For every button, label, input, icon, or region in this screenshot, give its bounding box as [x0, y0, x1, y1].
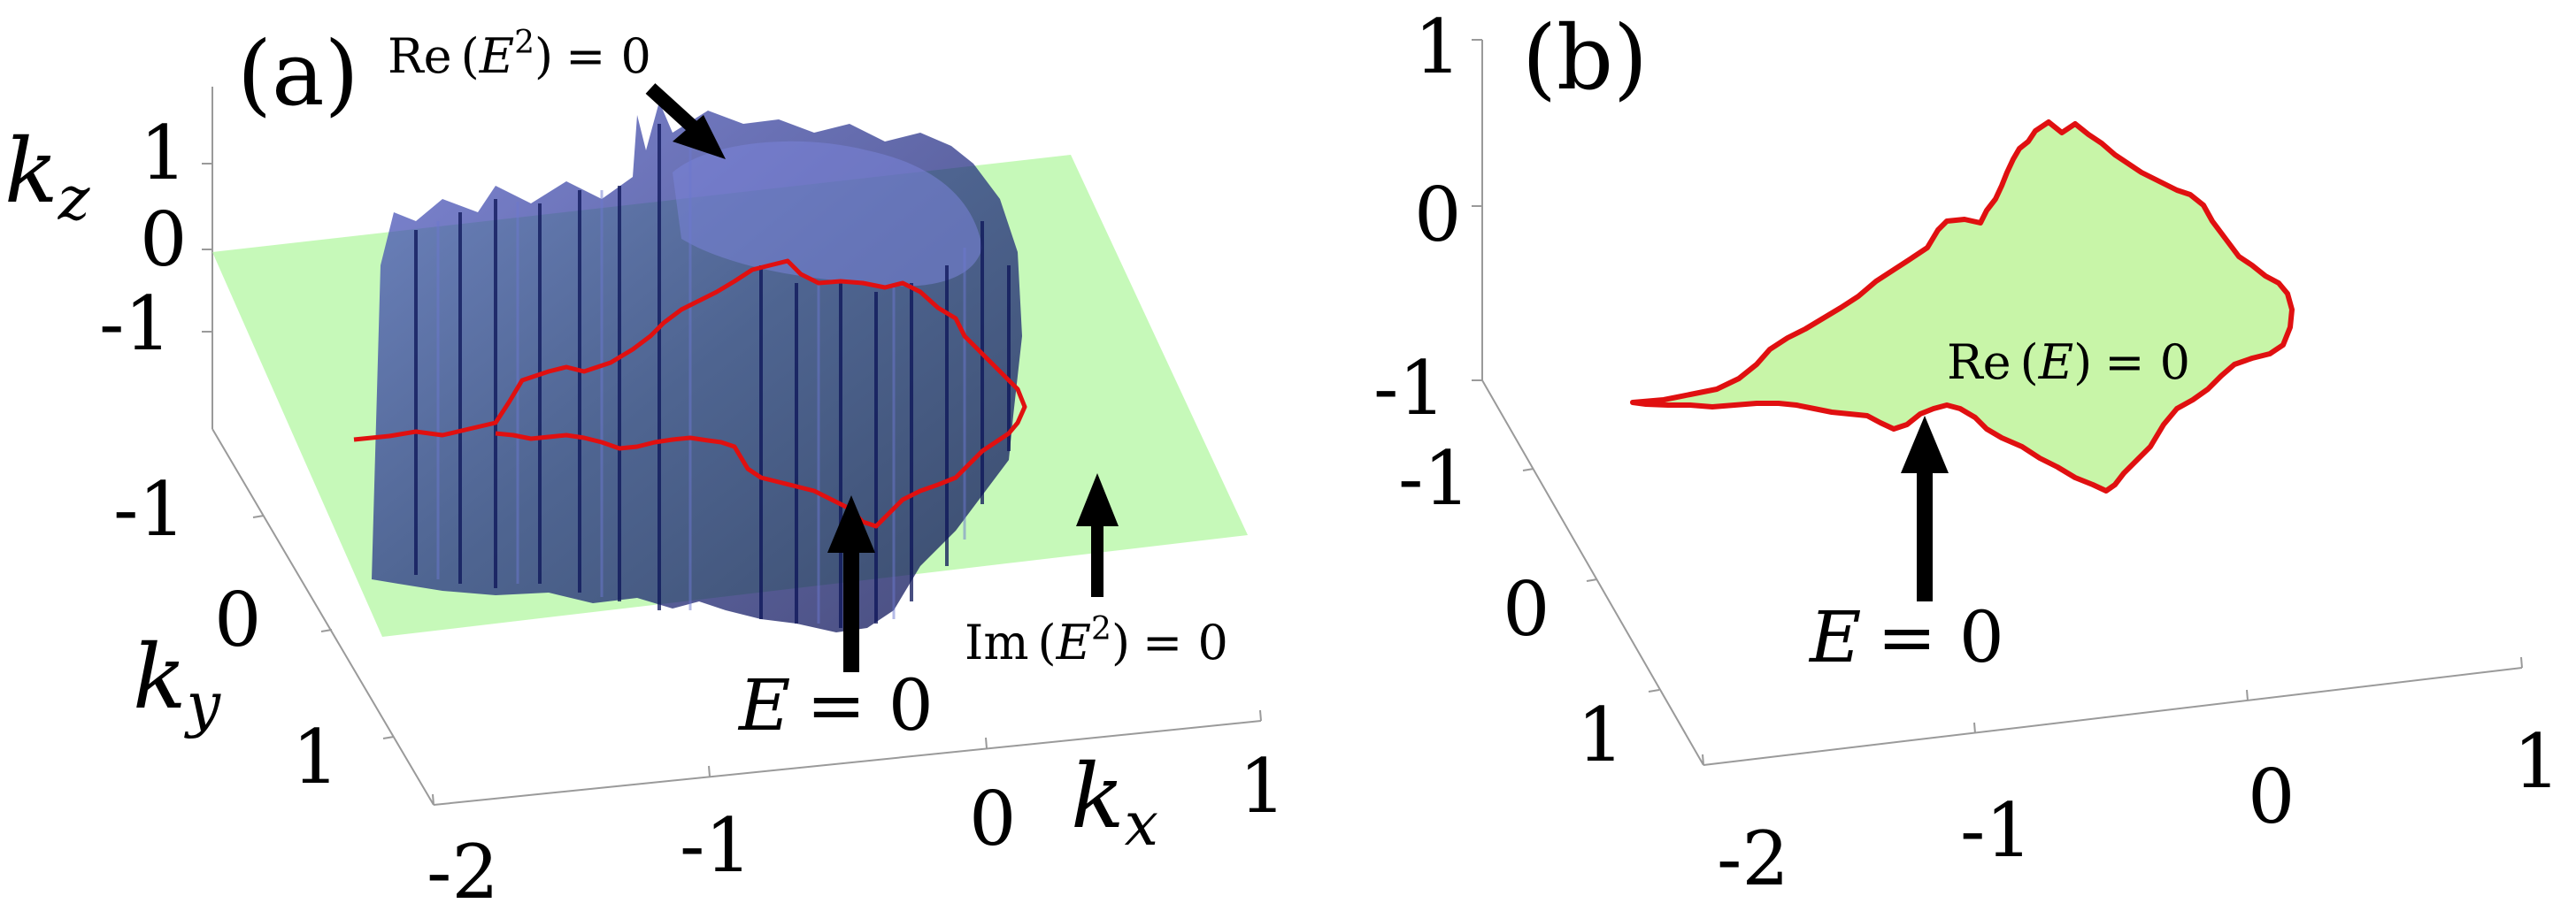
b-x-tick-neg2: -2: [1717, 815, 1789, 902]
ky-tick-0: 0: [214, 577, 261, 663]
b-x-tick-0: 0: [2248, 754, 2295, 840]
panel-b-label: (b): [1522, 6, 1648, 110]
re-e2-surface: [372, 102, 1022, 632]
kx-axis-label: kx: [1071, 745, 1158, 860]
re-e2-annotation: Re (E2) = 0: [388, 25, 651, 84]
e-zero-annotation-b: E = 0: [1808, 596, 2004, 678]
e-zero-contour-a: [353, 258, 1027, 529]
kz-tick-neg1: -1: [99, 280, 172, 367]
b-x-tick-neg1: -1: [1960, 787, 2033, 874]
panel-a-label: (a): [237, 22, 359, 126]
kx-tick-neg2: -2: [427, 829, 499, 911]
panel-a-axis-lines: [202, 87, 1262, 806]
re-e-zero-region: [1630, 119, 2295, 494]
kz-tick-1: 1: [140, 110, 187, 196]
ky-tick-1: 1: [292, 714, 339, 800]
kz-axis-label: kz: [4, 119, 91, 234]
kz-tick-0: 0: [140, 196, 187, 283]
kx-tick-1: 1: [1239, 743, 1286, 830]
panel-b-arrow: [1901, 416, 1949, 601]
re-e-annotation: Re (E) = 0: [1947, 334, 2190, 390]
kx-tick-neg1: -1: [680, 802, 752, 889]
panel-a-arrows: [645, 83, 1119, 672]
im-e2-annotation: Im (E2) = 0: [965, 611, 1228, 670]
b-y-tick-neg1: -1: [1398, 435, 1471, 522]
panel-a: (a) Re (E2) = 0 Im (E2) = 0 E = 0 kz 1 0 -1 k…: [4, 22, 1286, 911]
b-z-tick-neg1: -1: [1373, 345, 1446, 432]
b-x-tick-1: 1: [2513, 718, 2560, 805]
b-z-tick-0: 0: [1414, 172, 1461, 258]
b-y-tick-1: 1: [1577, 692, 1624, 778]
e-zero-annotation-a: E = 0: [737, 664, 934, 746]
kx-tick-0: 0: [969, 776, 1016, 862]
ky-tick-neg1: -1: [113, 466, 186, 553]
b-z-tick-1: 1: [1414, 4, 1461, 90]
b-y-tick-0: 0: [1503, 566, 1549, 653]
ky-axis-label: ky: [133, 625, 222, 740]
panel-b: (b) Re (E) = 0 E = 0 1 0 -1 -1 0 1 -2 -1 0 …: [1373, 4, 2560, 902]
panel-b-axis-lines: [1472, 39, 2523, 766]
